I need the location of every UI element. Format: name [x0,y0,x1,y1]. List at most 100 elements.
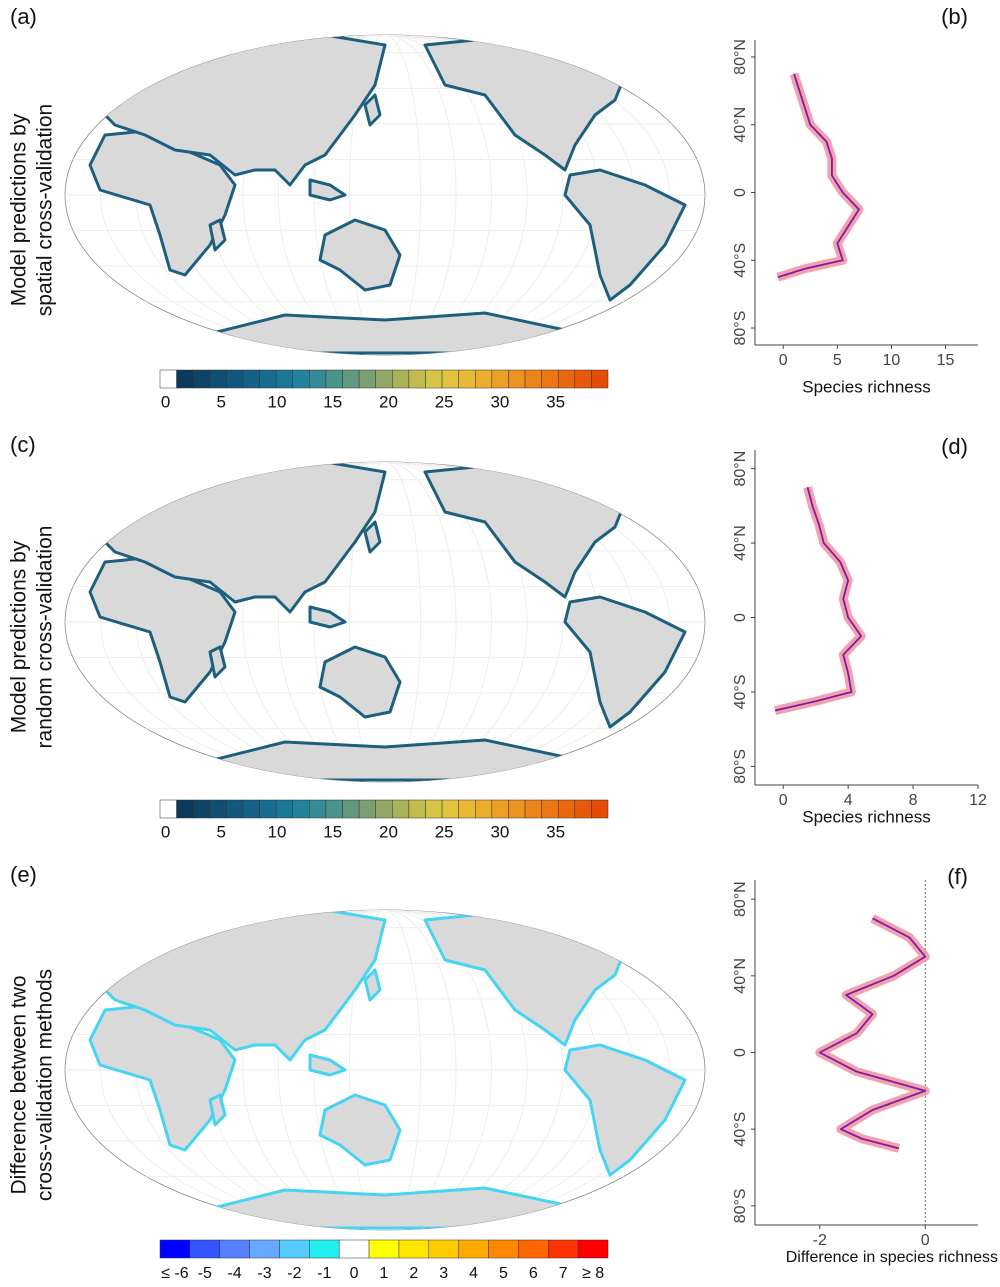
y-tick-label: 80°S [732,749,749,784]
colorbar-cell [342,799,360,819]
colorbar-cell [408,369,426,389]
colorbar-tick-label: -1 [317,1265,331,1282]
x-tick-label: 5 [833,352,842,369]
colorbar-cell [574,369,592,389]
y-axis-label: Model predictions by [8,540,31,733]
colorbar-tick-label: 0 [350,1265,359,1282]
colorbar-tick-label: 5 [217,822,226,841]
x-tick-label: 12 [969,792,987,809]
colorbar-cell [508,799,526,819]
colorbar-cell [524,799,542,819]
y-tick-label: 40°N [732,958,749,994]
colorbar-cell [358,799,376,819]
colorbar-cell [458,1239,489,1259]
land [318,1093,402,1167]
colorbar-cell [325,369,343,389]
y-axis-label: Model predictions by [8,113,31,306]
panel-label: (d) [941,434,968,459]
colorbar-cell [548,1239,579,1259]
x-tick-label: 8 [909,792,918,809]
colorbar-cell [475,799,493,819]
colorbar-tick-label: ≥ 8 [582,1265,604,1282]
colorbar-cell [209,369,227,389]
land [318,218,402,292]
colorbar-cell [176,369,194,389]
colorbar-tick-label: 2 [409,1265,418,1282]
colorbar-tick-label: 6 [529,1265,538,1282]
land [363,520,382,554]
y-tick-label: 40°N [732,525,749,561]
colorbar-tick-label: 0 [161,392,170,411]
colorbar-tick-label: 10 [268,822,287,841]
colorbar-cell [226,369,244,389]
colorbar-cell [425,799,443,819]
colorbar-cell [574,799,592,819]
x-tick-label: -2 [813,1232,827,1249]
panel-label: (f) [947,864,968,889]
colorbar-cell [159,369,177,389]
colorbar-tick-label: ≤ -6 [161,1265,189,1282]
colorbar-cell [159,799,177,819]
y-tick-label: 80°N [732,451,749,487]
colorbar-tick-label: 35 [546,822,565,841]
colorbar-cell [242,799,260,819]
x-axis-label: Species richness [802,377,931,396]
colorbar-cell [398,1239,430,1259]
colorbar-cell [518,1239,549,1259]
colorbar-cell [338,1239,370,1259]
y-tick-label: 0 [732,188,749,197]
y-tick-label: 40°S [732,675,749,710]
colorbar-cell [591,799,609,819]
colorbar-cell [541,799,559,819]
colorbar-cell [275,799,293,819]
colorbar-cell [392,799,410,819]
x-axis-label: Difference in species richness [786,1249,998,1266]
confidence-band [776,72,864,282]
colorbar-cell [275,369,293,389]
x-tick-label: 10 [883,352,901,369]
land [208,218,227,252]
panel-label: (b) [941,4,968,29]
y-tick-label: 0 [732,613,749,622]
y-axis-label: random cross-validation [34,526,57,749]
colorbar-cell [358,369,376,389]
colorbar-tick-label: -3 [257,1265,271,1282]
y-tick-label: 80°S [732,311,749,346]
land [208,645,227,679]
colorbar-cell [259,369,277,389]
colorbar-cell [491,369,509,389]
colorbar-cell [259,799,277,819]
colorbar-cell [309,1239,340,1259]
trend-line [774,486,863,712]
colorbar-tick-label: 30 [490,822,509,841]
colorbar-cell [375,799,393,819]
colorbar-cell [209,799,227,819]
land [308,1053,347,1077]
x-tick-label: 15 [937,352,955,369]
colorbar-tick-label: 20 [379,822,398,841]
land [308,605,347,629]
colorbar-cell [159,1239,191,1259]
panel-label: (a) [10,4,37,29]
colorbar-cell [488,1239,519,1259]
colorbar-cell [309,369,327,389]
colorbar-cell [557,799,576,819]
colorbar-cell [491,799,509,819]
colorbar-cell [524,369,542,389]
colorbar-cell [375,369,393,389]
colorbar-tick-label: 10 [268,392,287,411]
colorbar-cell [242,369,260,389]
colorbar-cell [475,369,493,389]
trend-line [818,917,927,1150]
colorbar-cell [219,1239,250,1259]
colorbar-tick-label: 25 [435,822,454,841]
y-tick-label: 80°N [732,881,749,917]
y-tick-label: 40°N [732,107,749,143]
land [318,645,402,719]
colorbar-cell [176,799,194,819]
colorbar-tick-label: 5 [499,1265,508,1282]
panel-label: (e) [10,862,37,887]
colorbar-tick-label: 20 [379,392,398,411]
colorbar-cell [458,369,476,389]
